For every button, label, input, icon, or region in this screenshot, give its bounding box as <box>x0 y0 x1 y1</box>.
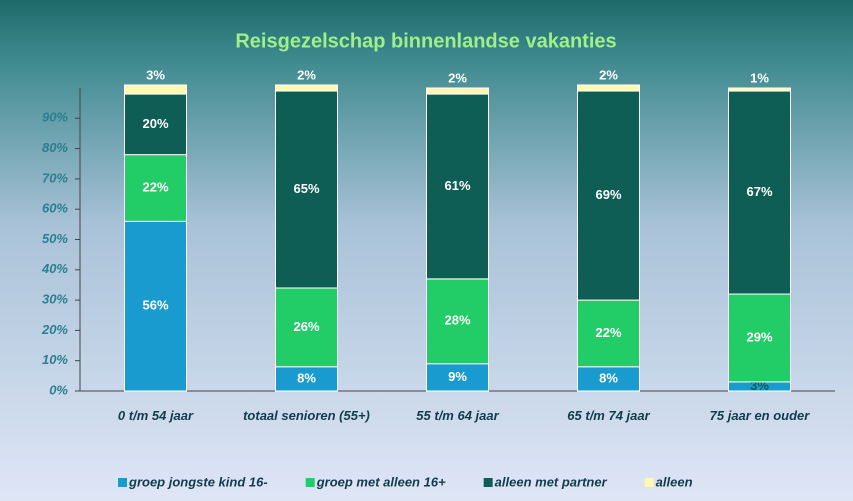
x-tick-label: 0 t/m 54 jaar <box>117 408 194 423</box>
data-label: 69% <box>595 187 621 202</box>
y-tick-label: 20% <box>41 322 68 337</box>
bar-segment <box>426 363 489 392</box>
bar-segment <box>426 87 489 95</box>
legend-swatch <box>118 478 127 487</box>
y-tick-label: 30% <box>42 292 68 307</box>
data-label: 9% <box>448 369 467 384</box>
data-label: 22% <box>142 179 168 194</box>
bar-segment <box>577 366 640 392</box>
y-tick-label: 90% <box>42 110 68 125</box>
data-label: 28% <box>444 313 470 328</box>
bar-segment <box>275 287 338 368</box>
x-tick-label: 55 t/m 64 jaar <box>416 408 499 423</box>
data-label: 3% <box>146 67 165 82</box>
data-label: 61% <box>444 178 470 193</box>
bar-segment <box>275 90 338 289</box>
y-tick-label: 40% <box>41 261 68 276</box>
legend-swatch <box>483 478 493 487</box>
bar-segment <box>577 84 640 92</box>
legend-label: alleen met partner <box>495 474 608 489</box>
data-label: 2% <box>297 67 316 82</box>
bar-segment <box>577 90 640 301</box>
legend-label: groep jongste kind 16- <box>128 474 268 489</box>
bar-segment <box>728 87 791 92</box>
legend-label: groep met alleen 16+ <box>316 474 446 489</box>
data-label: 2% <box>448 70 467 85</box>
data-label: 8% <box>297 370 316 385</box>
y-tick-label: 10% <box>42 352 68 367</box>
y-tick-label: 0% <box>49 382 68 397</box>
legend-swatch <box>644 478 654 487</box>
chart-title: Reisgezelschap binnenlandse vakanties <box>235 30 616 52</box>
legend-swatch <box>305 478 315 487</box>
data-label: 1% <box>750 70 769 85</box>
data-label: 56% <box>142 298 168 313</box>
y-tick-label: 80% <box>42 140 68 155</box>
y-tick-label: 50% <box>42 231 68 246</box>
bar-segment <box>275 84 338 92</box>
x-tick-label: 65 t/m 74 jaar <box>567 408 650 423</box>
x-tick-label: 75 jaar en ouder <box>709 408 810 423</box>
data-label: 26% <box>293 319 319 334</box>
bar-segment <box>124 84 187 95</box>
data-label: 65% <box>293 181 319 196</box>
bar-segment <box>577 299 640 368</box>
data-label: 2% <box>599 67 618 82</box>
data-label: 8% <box>599 370 618 385</box>
data-label: 22% <box>595 325 621 340</box>
y-tick-label: 70% <box>42 170 68 185</box>
bar-segment <box>124 220 187 392</box>
data-label: 20% <box>142 116 168 131</box>
y-tick-label: 60% <box>42 201 68 216</box>
x-tick-label: totaal senioren (55+) <box>243 408 370 423</box>
bar-segment <box>426 278 489 365</box>
legend-label: alleen <box>656 474 693 489</box>
data-label: 67% <box>746 184 772 199</box>
data-label: 29% <box>746 329 772 344</box>
bar-segment <box>728 90 791 295</box>
